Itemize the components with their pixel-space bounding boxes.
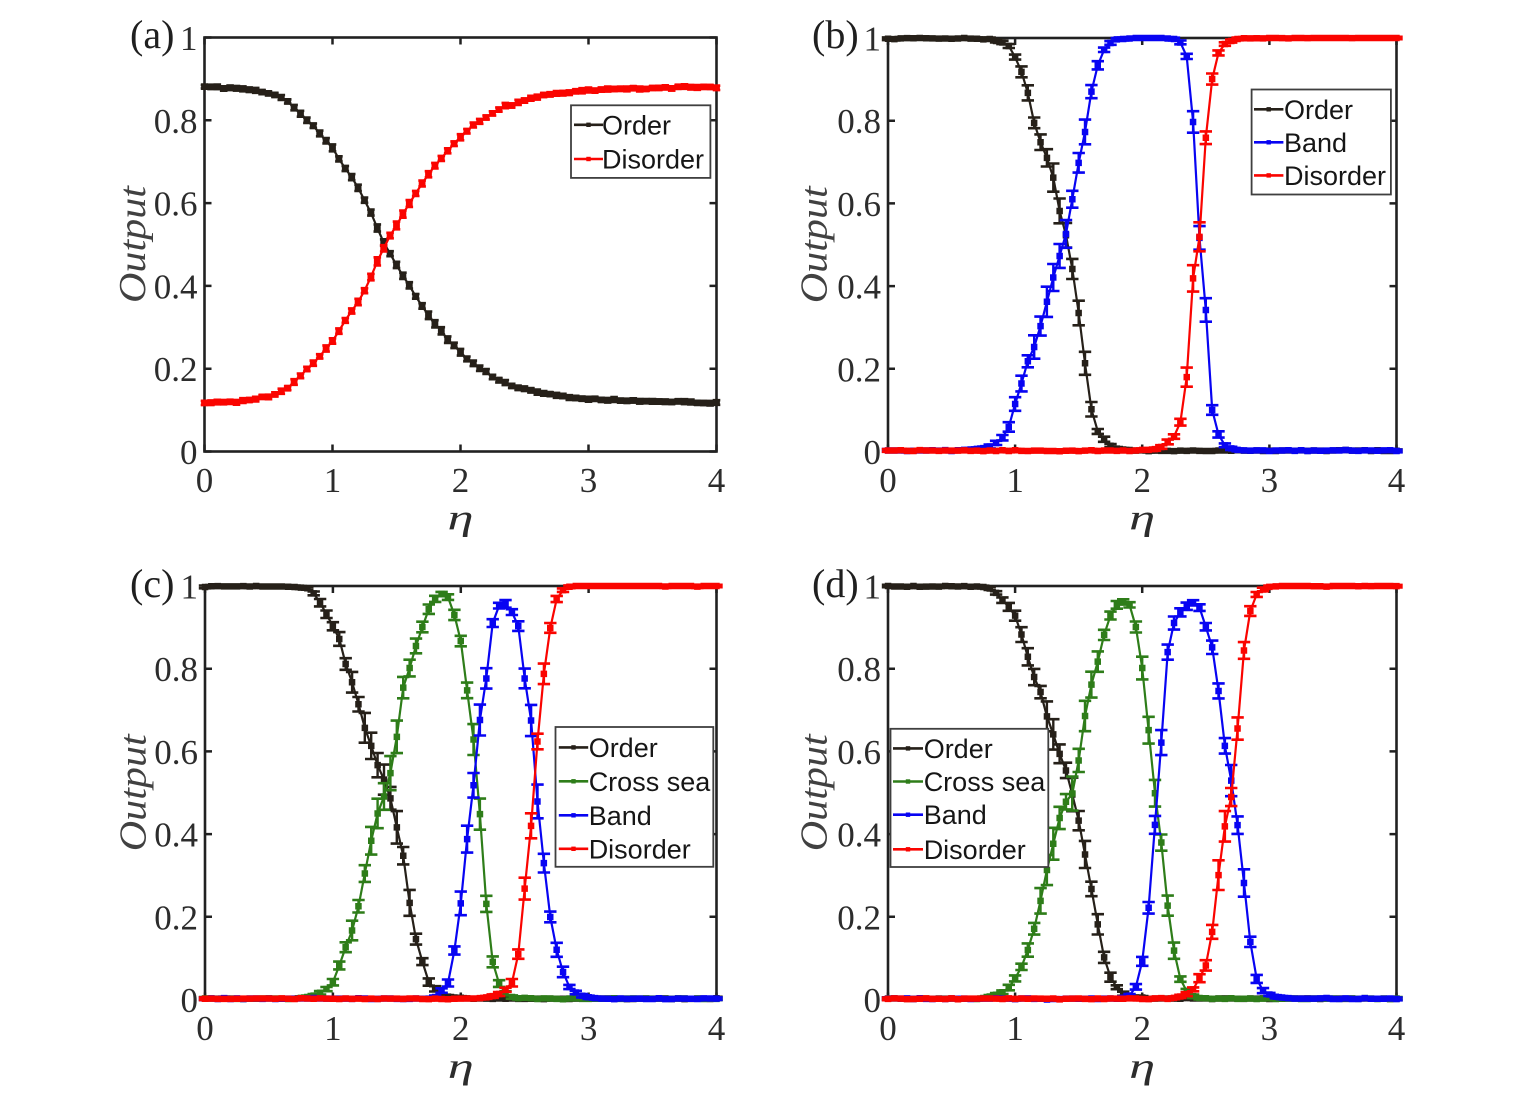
svg-text:Disorder: Disorder bbox=[602, 145, 704, 175]
svg-text:0.6: 0.6 bbox=[837, 733, 881, 772]
svg-text:2: 2 bbox=[1133, 1009, 1151, 1048]
svg-text:1: 1 bbox=[864, 568, 882, 607]
svg-text:0: 0 bbox=[879, 1009, 897, 1048]
svg-text:0.2: 0.2 bbox=[837, 898, 881, 937]
svg-text:Output: Output bbox=[794, 185, 836, 304]
svg-text:Band: Band bbox=[589, 801, 652, 831]
svg-text:2: 2 bbox=[1133, 461, 1151, 500]
svg-text:Order: Order bbox=[1284, 95, 1353, 125]
svg-text:1: 1 bbox=[1006, 461, 1024, 500]
svg-text:2: 2 bbox=[452, 1009, 470, 1048]
svg-text:4: 4 bbox=[708, 461, 726, 500]
svg-text:0.8: 0.8 bbox=[837, 102, 881, 141]
svg-text:Cross sea: Cross sea bbox=[589, 767, 712, 797]
svg-text:0.4: 0.4 bbox=[154, 267, 198, 306]
svg-text:0: 0 bbox=[181, 981, 199, 1020]
svg-text:0.4: 0.4 bbox=[154, 816, 198, 855]
svg-text:η: η bbox=[448, 1046, 474, 1086]
svg-text:4: 4 bbox=[708, 1009, 726, 1048]
svg-text:Disorder: Disorder bbox=[589, 834, 691, 864]
svg-text:2: 2 bbox=[452, 461, 470, 500]
svg-text:Band: Band bbox=[924, 800, 987, 830]
svg-text:0.6: 0.6 bbox=[154, 733, 198, 772]
svg-text:0.2: 0.2 bbox=[837, 350, 881, 389]
svg-text:0: 0 bbox=[196, 461, 214, 500]
svg-text:0.8: 0.8 bbox=[837, 650, 881, 689]
svg-text:1: 1 bbox=[324, 1009, 342, 1048]
svg-text:η: η bbox=[1129, 1046, 1155, 1086]
svg-text:1: 1 bbox=[324, 461, 342, 500]
svg-text:Cross sea: Cross sea bbox=[924, 767, 1047, 797]
svg-text:3: 3 bbox=[580, 1009, 598, 1048]
svg-text:1: 1 bbox=[181, 568, 199, 607]
svg-text:0.6: 0.6 bbox=[837, 185, 881, 224]
svg-text:Order: Order bbox=[924, 734, 993, 764]
svg-text:3: 3 bbox=[1261, 1009, 1279, 1048]
svg-text:Output: Output bbox=[794, 733, 836, 852]
svg-text:4: 4 bbox=[1388, 461, 1406, 500]
svg-text:Order: Order bbox=[602, 110, 671, 140]
svg-text:1: 1 bbox=[864, 20, 882, 59]
svg-text:(d): (d) bbox=[812, 561, 859, 606]
svg-text:0: 0 bbox=[180, 433, 198, 472]
svg-text:Order: Order bbox=[589, 733, 658, 763]
svg-text:0: 0 bbox=[879, 461, 897, 500]
svg-text:η: η bbox=[1129, 498, 1155, 538]
svg-text:0.8: 0.8 bbox=[154, 102, 198, 141]
svg-text:Disorder: Disorder bbox=[924, 835, 1026, 865]
svg-text:Disorder: Disorder bbox=[1284, 161, 1386, 191]
svg-text:(a): (a) bbox=[130, 12, 174, 57]
svg-text:0.6: 0.6 bbox=[154, 185, 198, 224]
svg-text:4: 4 bbox=[1388, 1009, 1406, 1048]
svg-text:0: 0 bbox=[864, 981, 882, 1020]
svg-text:0: 0 bbox=[864, 433, 882, 472]
svg-text:Output: Output bbox=[112, 184, 154, 303]
svg-text:3: 3 bbox=[580, 461, 598, 500]
svg-text:0.4: 0.4 bbox=[837, 268, 881, 307]
svg-text:Output: Output bbox=[113, 733, 155, 852]
svg-text:1: 1 bbox=[1006, 1009, 1024, 1048]
svg-text:0: 0 bbox=[196, 1009, 214, 1048]
svg-text:0.2: 0.2 bbox=[154, 350, 198, 389]
svg-text:0.2: 0.2 bbox=[154, 898, 198, 937]
svg-text:η: η bbox=[448, 498, 474, 538]
svg-text:(b): (b) bbox=[812, 12, 859, 57]
svg-text:0.4: 0.4 bbox=[837, 816, 881, 855]
svg-text:0.8: 0.8 bbox=[154, 650, 198, 689]
svg-text:3: 3 bbox=[1261, 461, 1279, 500]
svg-text:Band: Band bbox=[1284, 128, 1347, 158]
svg-text:1: 1 bbox=[180, 19, 198, 58]
svg-text:(c): (c) bbox=[130, 561, 174, 606]
